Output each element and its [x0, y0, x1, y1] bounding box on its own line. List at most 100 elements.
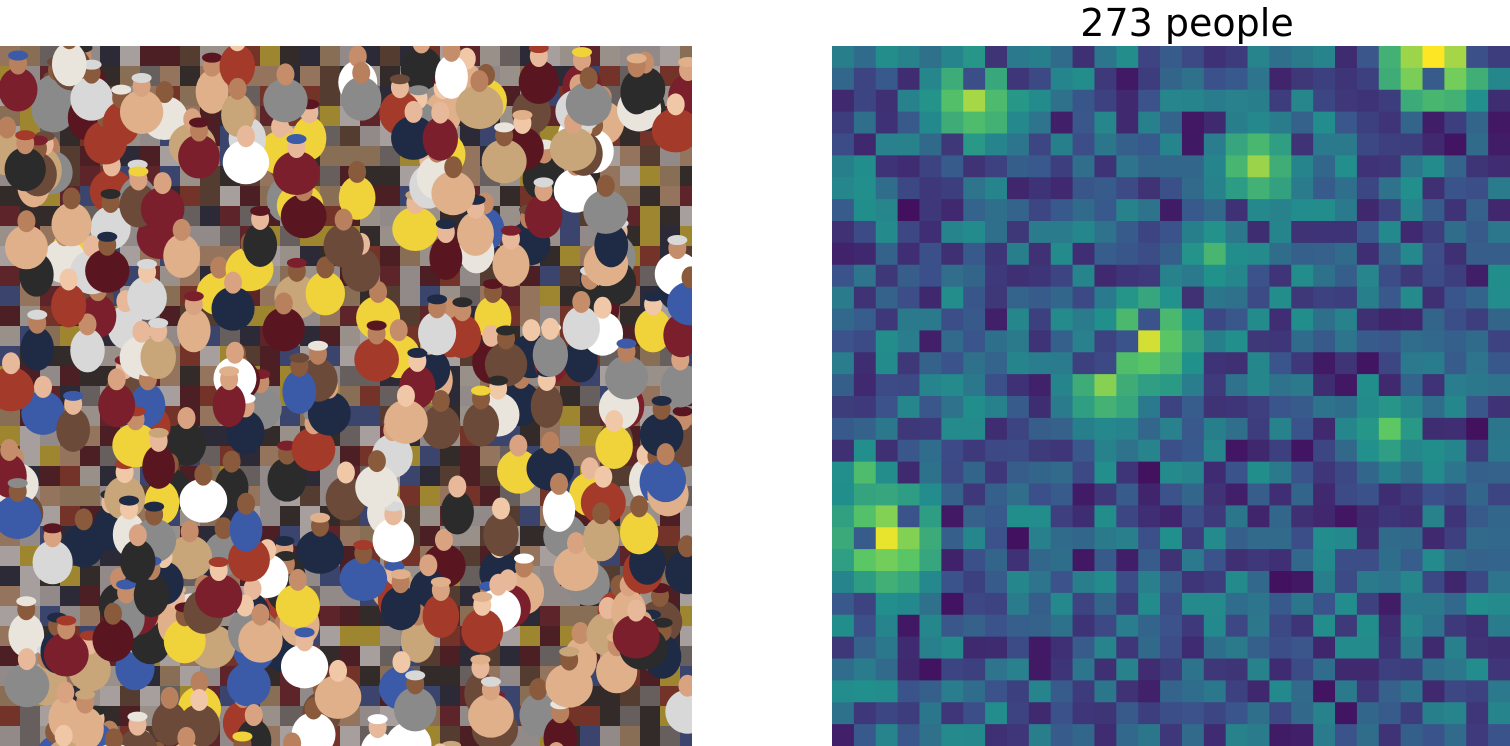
heatmap-cell [1291, 724, 1314, 746]
heatmap-cell [1225, 527, 1249, 550]
heatmap-cell [1203, 46, 1227, 69]
heatmap-cell [1378, 461, 1402, 485]
heatmap-cell [1422, 439, 1445, 463]
heatmap-cell [1116, 396, 1139, 419]
heatmap-cell [875, 680, 899, 703]
heatmap-cell [1269, 199, 1292, 222]
heatmap-cell [1225, 680, 1249, 703]
heatmap-cell [963, 439, 986, 463]
heatmap-cell [1313, 374, 1336, 397]
heatmap-cell [1291, 702, 1314, 725]
heatmap-cell [1488, 89, 1510, 113]
heatmap-cell [1422, 374, 1445, 397]
heatmap-cell [1422, 46, 1445, 69]
heatmap-cell [1269, 417, 1292, 441]
heatmap-cell [1160, 89, 1183, 113]
heatmap-cell [1444, 396, 1467, 419]
heatmap-cell [1400, 549, 1424, 572]
heatmap-cell [985, 483, 1008, 506]
heatmap-cell [941, 67, 964, 91]
heatmap-cell [1466, 658, 1489, 681]
heatmap-cell [1488, 352, 1510, 375]
heatmap-cell [1291, 221, 1314, 244]
heatmap-cell [1225, 592, 1249, 616]
heatmap-cell [1291, 658, 1314, 681]
heatmap-cell [1203, 374, 1227, 397]
heatmap-cell [1356, 636, 1380, 660]
heatmap-cell [1422, 133, 1445, 156]
heatmap-cell [1422, 483, 1445, 506]
heatmap-cell [1203, 571, 1227, 594]
heatmap-cell [1356, 330, 1380, 353]
heatmap-cell [1006, 505, 1030, 528]
heatmap-cell [1247, 592, 1271, 616]
heatmap-cell [1247, 133, 1271, 156]
heatmap-cell [1072, 374, 1096, 397]
heatmap-cell [919, 658, 942, 681]
heatmap-cell [1422, 527, 1445, 550]
heatmap-cell [832, 133, 855, 156]
heatmap-cell [1181, 308, 1205, 331]
heatmap-cell [832, 89, 855, 113]
heatmap-cell [1400, 67, 1424, 91]
heatmap-cell [919, 264, 942, 288]
heatmap-cell [1269, 89, 1292, 113]
heatmap-cell [1181, 505, 1205, 528]
heatmap-cell [853, 199, 877, 222]
heatmap-cell [1050, 242, 1074, 266]
heatmap-cell [1203, 724, 1227, 746]
heatmap-cell [963, 221, 986, 244]
heatmap-cell [1094, 658, 1117, 681]
heatmap-cell [832, 396, 855, 419]
heatmap-cell [1422, 658, 1445, 681]
heatmap-cell [985, 242, 1008, 266]
heatmap-cell [1050, 396, 1074, 419]
heatmap-cell [1356, 724, 1380, 746]
heatmap-cell [1181, 89, 1205, 113]
heatmap-cell [1160, 133, 1183, 156]
heatmap-cell [1378, 680, 1402, 703]
heatmap-cell [1444, 67, 1467, 91]
heatmap-cell [1247, 396, 1271, 419]
heatmap-cell [1335, 177, 1358, 200]
heatmap-cell [1094, 636, 1117, 660]
heatmap-cell [1247, 264, 1271, 288]
heatmap-cell [1269, 724, 1292, 746]
heatmap-cell [1247, 177, 1271, 200]
heatmap-cell [1356, 702, 1380, 725]
heatmap-cell [1488, 221, 1510, 244]
heatmap-cell [941, 133, 964, 156]
heatmap-cell [875, 636, 899, 660]
heatmap-cell [941, 177, 964, 200]
heatmap-cell [853, 724, 877, 746]
heatmap-cell [1291, 199, 1314, 222]
heatmap-cell [1378, 67, 1402, 91]
heatmap-cell [1225, 352, 1249, 375]
heatmap-cell [1291, 286, 1314, 310]
heatmap-cell [1335, 374, 1358, 397]
heatmap-cell [1269, 505, 1292, 528]
heatmap-cell [1094, 592, 1117, 616]
heatmap-cell [963, 199, 986, 222]
heatmap-cell [1247, 417, 1271, 441]
heatmap-cell [1466, 46, 1489, 69]
heatmap-cell [1422, 636, 1445, 660]
heatmap-cell [1028, 549, 1052, 572]
heatmap-cell [919, 199, 942, 222]
heatmap-cell [1378, 439, 1402, 463]
heatmap-cell [1028, 89, 1052, 113]
heatmap-cell [1313, 308, 1336, 331]
heatmap-cell [985, 549, 1008, 572]
heatmap-cell [919, 111, 942, 135]
heatmap-cell [1313, 330, 1336, 353]
heatmap-cell [853, 658, 877, 681]
heatmap-cell [1094, 308, 1117, 331]
heatmap-cell [1050, 592, 1074, 616]
heatmap-cell [1466, 680, 1489, 703]
heatmap-cell [1444, 505, 1467, 528]
heatmap-cell [1400, 155, 1424, 178]
heatmap-cell [985, 417, 1008, 441]
heatmap-cell [853, 680, 877, 703]
heatmap-cell [1116, 177, 1139, 200]
heatmap-cell [897, 374, 921, 397]
